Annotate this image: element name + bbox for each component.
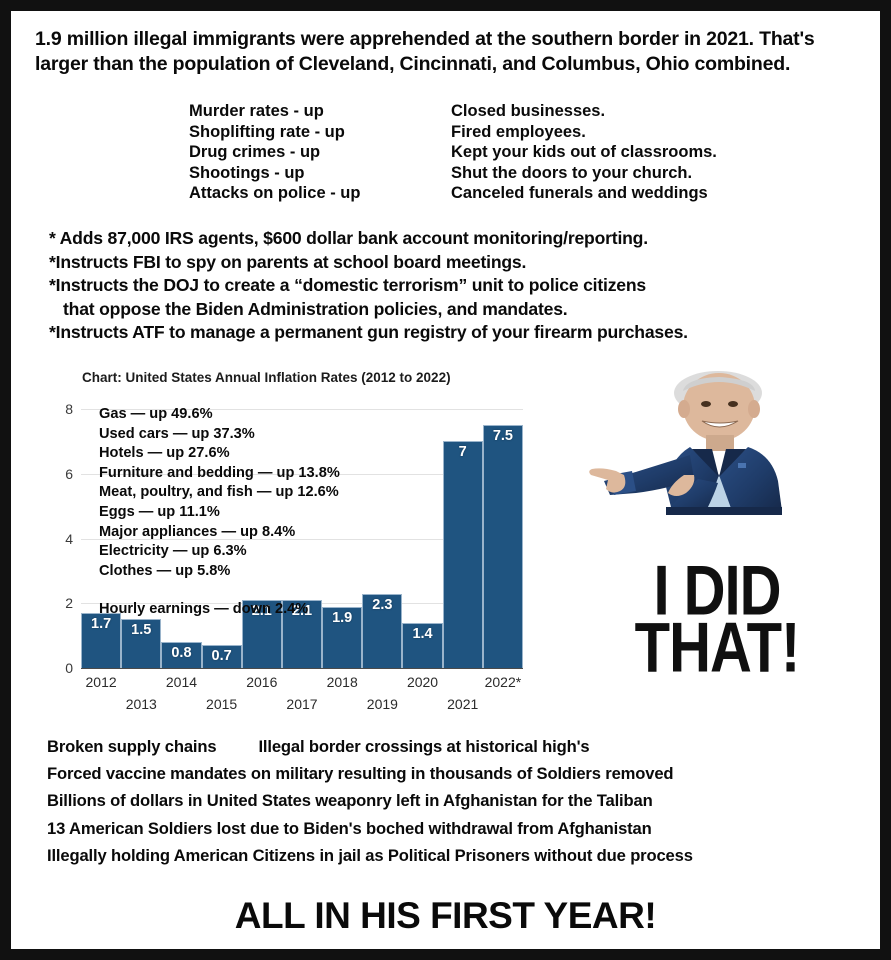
list-item: *Instructs FBI to spy on parents at scho… — [49, 251, 527, 272]
left-list: Murder rates - up Shoplifting rate - up … — [189, 101, 451, 204]
chart-gridline — [81, 409, 523, 410]
list-item: Used cars — up 37.3% — [99, 425, 255, 442]
chart-bar-value-label: 7.5 — [492, 428, 513, 445]
list-item-spacer — [99, 581, 519, 600]
biden-meme: I DID THAT! — [586, 371, 880, 711]
chart-bar: 7 — [442, 441, 483, 668]
right-list: Closed businesses. Fired employees. Kept… — [451, 101, 849, 204]
list-item: Shut the doors to your church. — [451, 163, 693, 182]
chart-bar: 7.5 — [482, 425, 523, 668]
chart-x-tick-label: 2022* — [484, 674, 522, 690]
chart-bar-value-label: 1.9 — [332, 609, 353, 626]
chart-x-tick-label: 2019 — [366, 696, 398, 712]
chart-x-axis-line — [81, 667, 523, 669]
chart-bar-value-label: 0.7 — [211, 648, 232, 665]
list-item: Attacks on police - up — [189, 184, 361, 203]
meme-line-2: THAT! — [634, 607, 801, 688]
chart-bar: 0.8 — [161, 642, 202, 668]
chart-x-tick-label: 2018 — [326, 674, 358, 690]
two-column-lists: Murder rates - up Shoplifting rate - up … — [189, 101, 849, 204]
list-item: Electricity — up 6.3% — [99, 543, 247, 560]
list-item: Broken supply chains Illegal border cross… — [47, 733, 857, 760]
list-item: Billions of dollars in United States wea… — [47, 791, 653, 811]
chart-y-tick-label: 0 — [65, 660, 73, 676]
chart-bar-value-label: 1.5 — [131, 622, 152, 639]
chart-bar: 2.1 — [281, 600, 323, 668]
chart-bar: 1.5 — [121, 619, 162, 668]
chart-bar: 1.9 — [322, 606, 363, 668]
chart-y-tick-label: 8 — [65, 401, 73, 417]
chart-bar: 1.4 — [402, 622, 443, 668]
list-item: Illegally holding American Citizens in j… — [47, 845, 693, 865]
list-item: that oppose the Biden Administration pol… — [63, 298, 568, 319]
list-item: Furniture and bedding — up 13.8% — [99, 464, 340, 481]
chart-bar: 0.7 — [201, 645, 242, 668]
chart-x-tick-label: 2015 — [206, 696, 238, 712]
policy-list: * Adds 87,000 IRS agents, $600 dollar ba… — [49, 227, 849, 345]
list-item: Closed businesses. — [451, 102, 606, 120]
list-item: Fired employees. — [451, 122, 586, 141]
chart-overlay-list: Gas — up 49.6% Used cars — up 37.3% Hote… — [99, 405, 519, 620]
list-item: *Instructs ATF to manage a permanent gun… — [49, 322, 688, 342]
list-item: Canceled funerals and weddings — [451, 184, 708, 203]
list-item: 13 American Soldiers lost due to Biden's… — [47, 818, 652, 838]
bottom-list: Broken supply chains Illegal border cross… — [47, 733, 857, 869]
list-item: Hourly earnings — down 2.4% — [99, 601, 309, 618]
list-item: Clothes — up 5.8% — [99, 562, 231, 579]
chart-bar-value-label: 1.4 — [412, 625, 433, 642]
chart-bar-value-label: 0.8 — [171, 645, 192, 662]
chart-bar-value-label: 2.1 — [251, 603, 272, 620]
bottom-text-b: Illegal border crossings at historical h… — [258, 737, 590, 756]
list-item: Gas — up 49.6% — [99, 406, 213, 422]
list-item: Drug crimes - up — [189, 143, 321, 162]
inflation-bar-chart: Chart: United States Annual Inflation Ra… — [35, 361, 547, 712]
chart-y-tick-label: 6 — [65, 465, 73, 482]
chart-bar: 2.3 — [362, 593, 403, 668]
chart-y-tick-label: 2 — [65, 595, 73, 612]
list-item: Hotels — up 27.6% — [99, 445, 230, 462]
chart-bar-value-label: 7 — [458, 444, 467, 461]
chart-gridline — [81, 538, 523, 540]
list-item: * Adds 87,000 IRS agents, $600 dollar ba… — [49, 228, 648, 248]
list-item: Kept your kids out of classrooms. — [451, 143, 717, 162]
joe-biden-pointing-image — [589, 371, 782, 515]
chart-gridline — [81, 473, 523, 475]
bottom-text-a: Broken supply chains — [47, 737, 217, 756]
list-item: Shootings - up — [189, 163, 305, 182]
chart-plot-area: 0 2 4 6 8 1.7 2012 1.5 2013 0.8 2014 0.7 2015 2.1 2016… — [65, 401, 523, 712]
chart-y-tick-label: 4 — [65, 530, 73, 547]
finale-text: ALL IN HIS FIRST YEAR! — [234, 895, 657, 936]
poster-sheet: 1.9 million illegal immigrants were appr… — [11, 11, 880, 949]
list-item: Murder rates - up — [189, 102, 324, 120]
list-item: Major appliances — up 8.4% — [99, 523, 296, 540]
list-item: Forced vaccine mandates on military resu… — [47, 764, 674, 784]
chart-x-tick-label: 2013 — [125, 696, 157, 712]
chart-bar-value-label: 1.7 — [91, 615, 112, 632]
chart-bar-value-label: 2.1 — [291, 603, 313, 620]
list-item: *Instructs the DOJ to create a “domestic… — [49, 275, 647, 295]
chart-x-tick-label: 2012 — [85, 674, 117, 690]
chart-x-tick-label: 2021 — [447, 696, 479, 712]
list-item: Meat, poultry, and fish — up 12.6% — [99, 484, 339, 501]
chart-bar-value-label: 2.3 — [372, 596, 393, 613]
chart-bar: 2.1 — [241, 600, 282, 668]
chart-x-tick-label: 2014 — [165, 674, 198, 690]
chart-title: Chart: United States Annual Inflation Ra… — [82, 370, 451, 385]
list-item: Shoplifting rate - up — [189, 122, 345, 141]
headline-text: 1.9 million illegal immigrants were appr… — [35, 28, 815, 75]
meme-line-1: I DID — [653, 550, 781, 631]
chart-bar: 1.7 — [81, 612, 122, 668]
chart-x-tick-label: 2017 — [286, 696, 318, 712]
chart-x-tick-label: 2020 — [406, 674, 439, 690]
chart-x-tick-label: 2016 — [246, 674, 278, 690]
list-item: Eggs — up 11.1% — [99, 503, 220, 520]
